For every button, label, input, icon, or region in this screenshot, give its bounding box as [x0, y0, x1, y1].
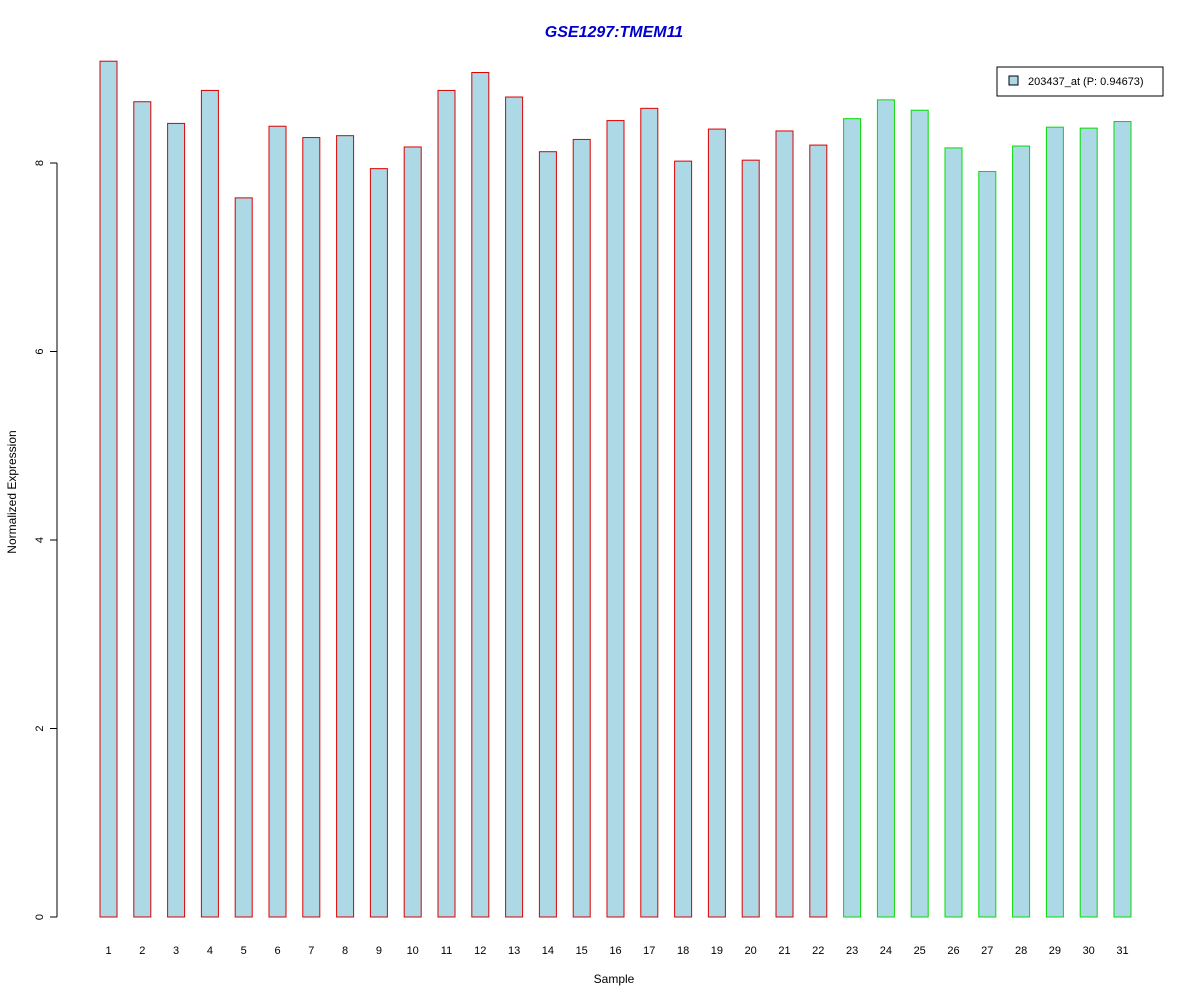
y-axis-label: Normalized Expression [5, 430, 19, 553]
x-tick-label: 20 [745, 945, 757, 957]
bar [99, 60, 118, 918]
chart-title: GSE1297:TMEM11 [545, 24, 684, 41]
legend: 203437_at (P: 0.94673) [996, 66, 1164, 97]
bar [471, 72, 490, 918]
bar [538, 151, 557, 918]
x-tick-label: 25 [914, 945, 926, 957]
bar [369, 168, 388, 918]
bar [809, 144, 828, 918]
bar [1113, 121, 1132, 918]
bar [843, 118, 862, 918]
x-tick-label: 1 [105, 945, 111, 957]
x-tick-label: 8 [342, 945, 348, 957]
y-tick-label: 6 [34, 348, 46, 354]
bar [1045, 126, 1064, 918]
x-tick-label: 3 [173, 945, 179, 957]
bar [403, 146, 422, 918]
y-tick-label: 4 [34, 537, 46, 543]
legend-entry: 203437_at (P: 0.94673) [1028, 76, 1144, 88]
bar [167, 122, 186, 918]
x-tick-label: 28 [1015, 945, 1027, 957]
x-tick-label: 13 [508, 945, 520, 957]
bar [505, 96, 524, 918]
x-tick-label: 21 [778, 945, 790, 957]
y-tick-label: 0 [34, 914, 46, 920]
x-axis-label: Sample [594, 972, 635, 986]
x-tick-label: 26 [947, 945, 959, 957]
x-tick-label: 2 [139, 945, 145, 957]
bar [775, 130, 794, 918]
x-tick-label: 19 [711, 945, 723, 957]
bar [133, 101, 152, 918]
bar [640, 107, 659, 918]
x-tick-label: 15 [576, 945, 588, 957]
y-tick-label: 2 [34, 725, 46, 731]
x-tick-label: 31 [1116, 945, 1128, 957]
bar [978, 170, 997, 918]
x-tick-label: 30 [1083, 945, 1095, 957]
x-tick-label: 18 [677, 945, 689, 957]
x-tick-label: 5 [241, 945, 247, 957]
x-tick-label: 27 [981, 945, 993, 957]
x-tick-label: 14 [542, 945, 554, 957]
bar [910, 109, 929, 918]
bar [572, 138, 591, 918]
x-tick-label: 24 [880, 945, 892, 957]
bar [437, 89, 456, 918]
bar [876, 99, 895, 918]
legend-swatch [1008, 75, 1019, 86]
bar [302, 137, 321, 918]
x-tick-label: 10 [407, 945, 419, 957]
x-tick-label: 11 [441, 945, 452, 957]
bar [944, 147, 963, 918]
x-tick-label: 17 [643, 945, 655, 957]
y-tick-label: 8 [34, 160, 46, 166]
x-tick-label: 12 [474, 945, 486, 957]
x-tick-label: 23 [846, 945, 858, 957]
x-tick-labels: 1 2 3 4 5 6 7 8 9 10 11 12 13 14 15 16 17 18 19 20 21 22 23 24 2… [105, 945, 1128, 957]
bar [606, 120, 625, 918]
bar [1012, 145, 1031, 918]
x-tick-label: 22 [812, 945, 824, 957]
bar [707, 128, 726, 918]
legend-box [996, 66, 1164, 97]
x-tick-label: 29 [1049, 945, 1061, 957]
x-tick-label: 7 [308, 945, 314, 957]
bar [1079, 127, 1098, 918]
bars [99, 60, 1132, 918]
bar [336, 135, 355, 918]
x-tick-label: 16 [609, 945, 621, 957]
x-tick-label: 6 [274, 945, 280, 957]
bar [674, 160, 693, 918]
x-tick-label: 9 [376, 945, 382, 957]
y-axis: 0 2 4 6 8 [34, 160, 58, 920]
x-tick-label: 4 [207, 945, 213, 957]
bar [234, 197, 253, 918]
bar [268, 125, 287, 918]
bar [200, 89, 219, 918]
bar [741, 159, 760, 918]
